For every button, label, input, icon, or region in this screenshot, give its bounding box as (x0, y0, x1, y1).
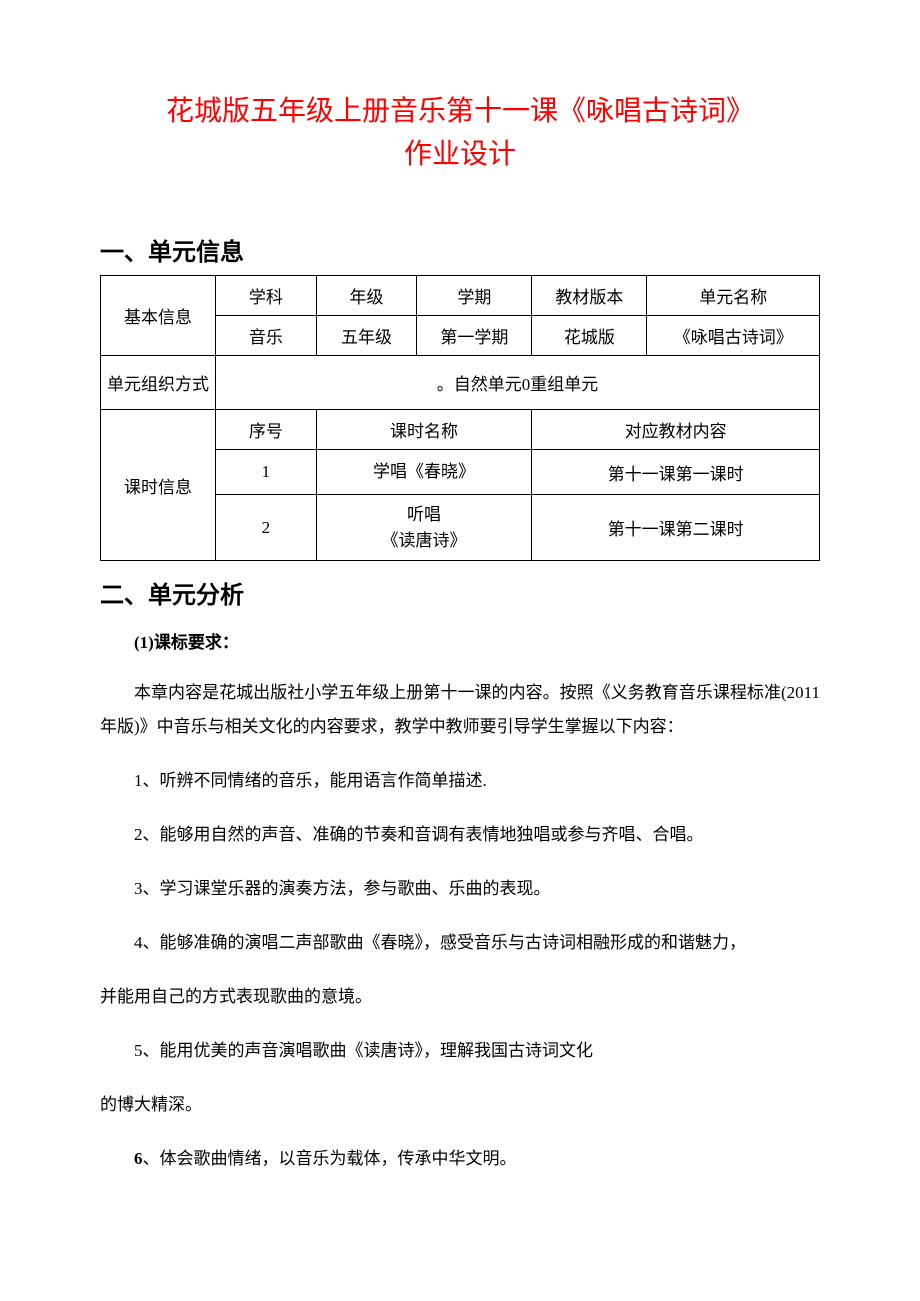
item-6-prefix: 6 (134, 1149, 143, 1168)
lesson-1-content: 第十一课第一课时 (532, 450, 820, 495)
lesson-2-index: 2 (216, 495, 317, 561)
item-2: 2、能够用自然的声音、准确的节奏和音调有表情地独唱或参与齐唱、合唱。 (100, 818, 820, 852)
item-4b: 并能用自己的方式表现歌曲的意境。 (100, 980, 820, 1014)
lesson-header-content: 对应教材内容 (532, 410, 820, 450)
lesson-2-name: 听唱 《读唐诗》 (316, 495, 532, 561)
basic-info-label: 基本信息 (101, 276, 216, 356)
header-edition: 教材版本 (532, 276, 647, 316)
lesson-header-name: 课时名称 (316, 410, 532, 450)
value-grade: 五年级 (316, 316, 417, 356)
org-label: 单元组织方式 (101, 356, 216, 410)
item-5b: 的博大精深。 (100, 1088, 820, 1122)
lesson-2-content: 第十一课第二课时 (532, 495, 820, 561)
item-5: 5、能用优美的声音演唱歌曲《读唐诗》，理解我国古诗词文化 (100, 1034, 820, 1068)
req-label: (1)课标要求： (100, 626, 820, 660)
value-subject: 音乐 (216, 316, 317, 356)
org-value: 。自然单元0重组单元 (216, 356, 820, 410)
table-row: 单元组织方式 。自然单元0重组单元 (101, 356, 820, 410)
lesson-1-index: 1 (216, 450, 317, 495)
header-subject: 学科 (216, 276, 317, 316)
lesson-header-index: 序号 (216, 410, 317, 450)
item-4: 4、能够准确的演唱二声部歌曲《春晓》，感受音乐与古诗词相融形成的和谐魅力， (100, 926, 820, 960)
section-2-heading: 二、单元分析 (100, 575, 820, 610)
lesson-1-name: 学唱《春晓》 (316, 450, 532, 495)
main-title-line2: 作业设计 (100, 132, 820, 172)
title-block: 花城版五年级上册音乐第十一课《咏唱古诗词》 作业设计 (100, 90, 820, 172)
item-3: 3、学习课堂乐器的演奏方法，参与歌曲、乐曲的表现。 (100, 872, 820, 906)
item-1: 1、听辨不同情绪的音乐，能用语言作简单描述. (100, 764, 820, 798)
analysis-body: (1)课标要求： 本章内容是花城出版社小学五年级上册第十一课的内容。按照《义务教… (100, 626, 820, 1176)
item-6-rest: 、体会歌曲情绪，以音乐为载体，传承中华文明。 (143, 1149, 517, 1168)
header-unitname: 单元名称 (647, 276, 820, 316)
intro-para: 本章内容是花城出版社小学五年级上册第十一课的内容。按照《义务教育音乐课程标准(2… (100, 676, 820, 744)
item-6: 6、体会歌曲情绪，以音乐为载体，传承中华文明。 (100, 1142, 820, 1176)
value-semester: 第一学期 (417, 316, 532, 356)
unit-info-table: 基本信息 学科 年级 学期 教材版本 单元名称 音乐 五年级 第一学期 花城版 … (100, 275, 820, 561)
table-row: 课时信息 序号 课时名称 对应教材内容 (101, 410, 820, 450)
header-semester: 学期 (417, 276, 532, 316)
lesson-info-label: 课时信息 (101, 410, 216, 561)
section-1-heading: 一、单元信息 (100, 232, 820, 267)
header-grade: 年级 (316, 276, 417, 316)
value-edition: 花城版 (532, 316, 647, 356)
value-unitname: 《咏唱古诗词》 (647, 316, 820, 356)
main-title-line1: 花城版五年级上册音乐第十一课《咏唱古诗词》 (100, 90, 820, 132)
table-row: 基本信息 学科 年级 学期 教材版本 单元名称 (101, 276, 820, 316)
